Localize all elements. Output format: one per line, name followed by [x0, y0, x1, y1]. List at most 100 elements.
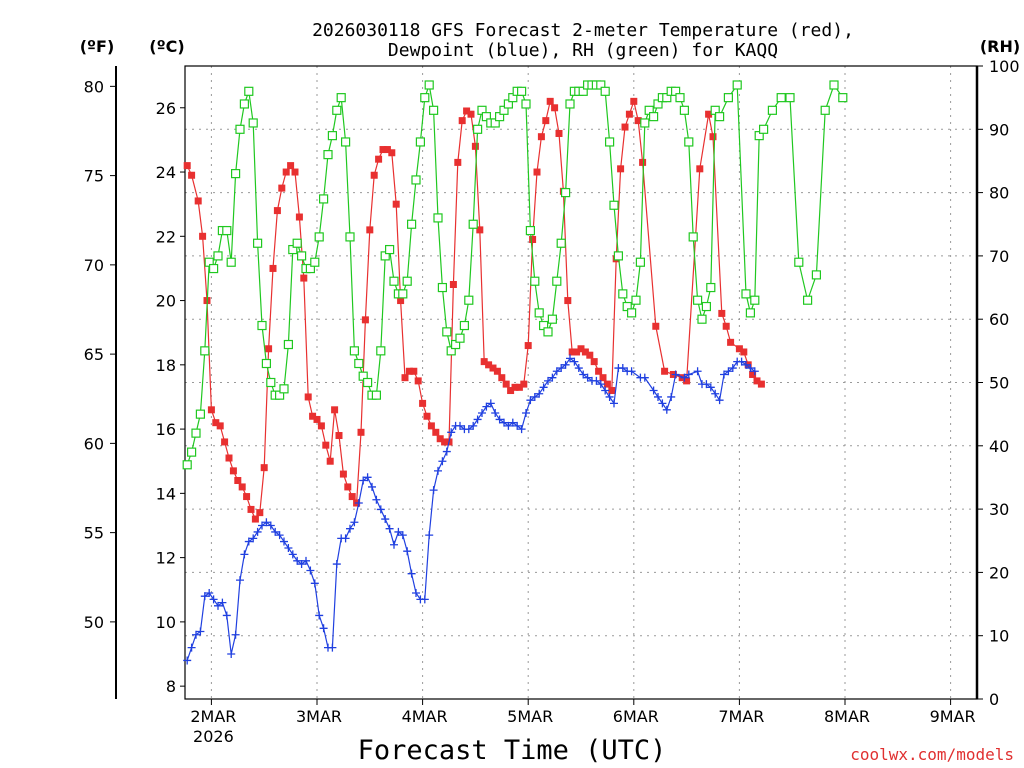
dewpoint-point — [284, 543, 293, 552]
rh-point — [600, 86, 610, 96]
rh-point — [750, 295, 760, 305]
rh-point — [424, 80, 434, 90]
temperature-point — [757, 380, 765, 388]
rh-point — [613, 251, 624, 261]
temperature-point — [419, 399, 427, 407]
dewpoint-point — [684, 370, 693, 379]
chart-title-line1: 2026030118 GFS Forecast 2-meter Temperat… — [312, 20, 854, 41]
temperature-point — [366, 226, 374, 234]
rh-point — [785, 93, 795, 103]
chart-title-line2: Dewpoint (blue), RH (green) for KAQQ — [388, 40, 778, 61]
rh-point — [745, 308, 756, 318]
fahrenheit-unit-label: (ºF) — [80, 37, 115, 56]
celsius-tick-label: 14 — [156, 484, 176, 503]
dewpoint-point — [244, 537, 253, 546]
credit-text: coolwx.com/models — [850, 745, 1014, 764]
temperature-point — [476, 226, 484, 234]
temperature-point — [212, 419, 220, 427]
dewpoint-point — [447, 428, 456, 437]
celsius-tick-label: 26 — [156, 99, 176, 118]
temperature-point — [727, 338, 735, 346]
rh-point — [776, 93, 786, 103]
dewpoint-point — [522, 409, 530, 418]
temperature-point — [555, 129, 563, 137]
temperature-point — [753, 377, 761, 385]
temperature-point — [436, 435, 444, 443]
rh-point — [820, 105, 830, 115]
temperature-point — [183, 162, 191, 170]
rh-point — [253, 238, 263, 248]
rh-point — [604, 137, 615, 147]
temperature-point — [718, 309, 726, 317]
dewpoint-point — [513, 421, 522, 430]
dewpoint-point — [610, 399, 618, 408]
fahrenheit-tick-label: 55 — [84, 524, 104, 543]
temperature-point — [634, 117, 642, 125]
rh-point — [266, 377, 276, 388]
rh-point — [209, 263, 219, 274]
celsius-tick-label: 10 — [156, 613, 176, 632]
temperature-point — [524, 342, 532, 350]
dewpoint-point — [486, 399, 495, 408]
rh-point — [283, 339, 293, 350]
temperature-point — [295, 213, 303, 221]
temperature-point — [317, 422, 325, 430]
rh-point — [675, 93, 685, 103]
dewpoint-point — [288, 550, 297, 559]
rh-point — [323, 150, 333, 160]
rh-point — [679, 105, 690, 115]
temperature-point — [326, 457, 334, 465]
dewpoint-point — [306, 566, 315, 575]
rh-point — [626, 308, 637, 318]
temperature-point — [449, 280, 457, 288]
dewpoint-point — [429, 486, 438, 495]
temperature-point — [507, 387, 515, 395]
rh-point — [398, 289, 408, 299]
dewpoint-point — [434, 466, 442, 475]
rh-point — [714, 112, 725, 122]
temperature-point — [207, 406, 215, 414]
rh-tick-label: 20 — [989, 563, 1009, 582]
fahrenheit-tick-label: 50 — [84, 613, 104, 632]
x-tick-label: 9MAR — [930, 707, 976, 726]
rh-point — [182, 460, 192, 470]
dewpoint-point — [205, 588, 214, 597]
dewpoint-point — [530, 392, 539, 401]
rh-tick-label: 0 — [989, 690, 999, 709]
dewpoint-point — [196, 627, 205, 636]
rh-point — [187, 447, 197, 457]
dewpoint-point — [508, 418, 517, 427]
celsius-tick-label: 16 — [156, 420, 176, 439]
dewpoint-point — [390, 540, 398, 549]
temperature-point — [485, 361, 493, 369]
temperature-point — [388, 149, 396, 157]
dewpoint-point — [495, 415, 504, 424]
temperature-point — [625, 110, 633, 118]
rh-point — [794, 257, 804, 267]
rh-point — [420, 93, 430, 103]
dewpoint-point — [491, 409, 500, 418]
rh-point — [376, 346, 386, 356]
dewpoint-point — [711, 389, 720, 398]
temperature-point — [339, 470, 347, 478]
temperature-point — [238, 483, 246, 491]
dewpoint-point — [222, 611, 231, 620]
celsius-tick-label: 22 — [156, 227, 176, 246]
dewpoint-point — [398, 531, 407, 540]
temperature-point — [467, 110, 475, 118]
temperature-point — [194, 197, 202, 205]
temperature-point — [287, 162, 295, 170]
temperature-point — [335, 432, 343, 440]
rh-point — [371, 390, 381, 400]
dewpoint-point — [258, 521, 266, 530]
rh-point — [349, 346, 359, 356]
temperature-point — [304, 393, 312, 401]
temperature-point — [617, 165, 625, 173]
temperature-point — [577, 345, 585, 353]
temperature-point — [586, 351, 594, 359]
dewpoint-point — [539, 383, 548, 392]
data-series — [182, 80, 848, 665]
rh-point — [473, 124, 483, 134]
dewpoint-point — [517, 425, 526, 434]
rh-point — [433, 213, 443, 223]
